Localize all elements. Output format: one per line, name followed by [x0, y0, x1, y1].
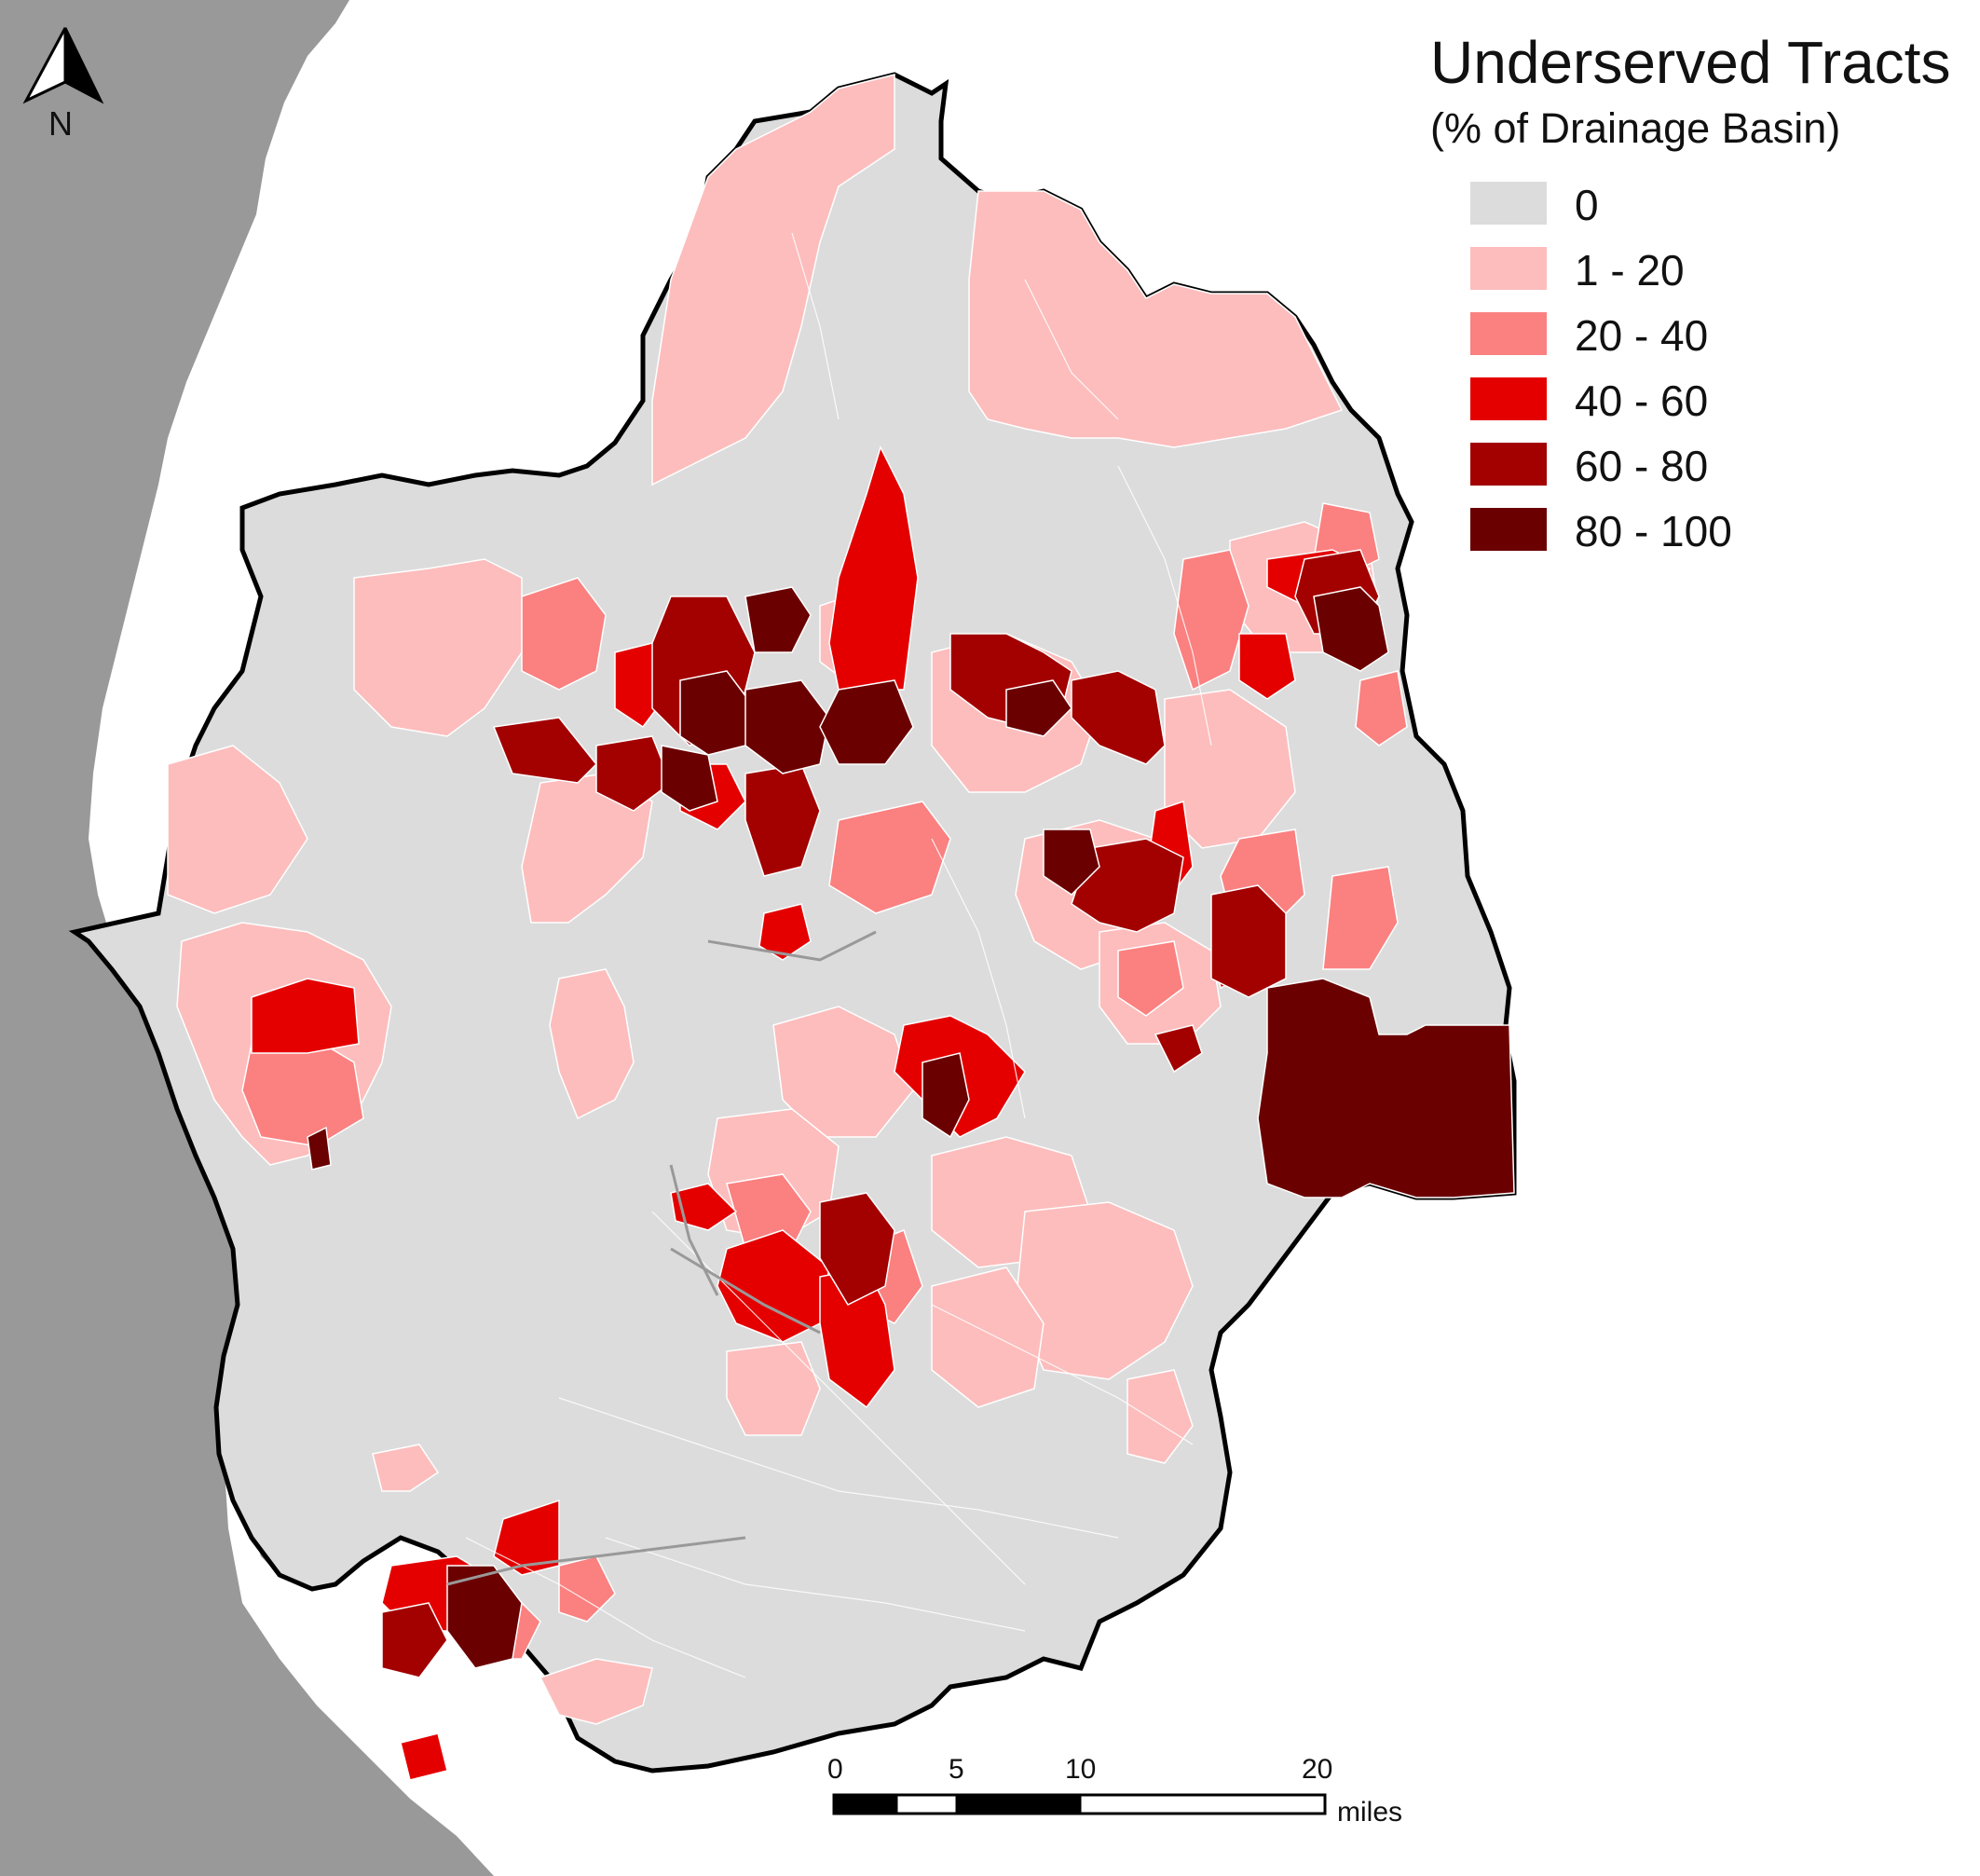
map-subtitle: (% of Drainage Basin): [1430, 104, 1841, 152]
legend-label-1-20: 1 - 20: [1575, 246, 1685, 294]
tracts-80-100: [307, 586, 1515, 1669]
scale-segment-2: [894, 1793, 959, 1815]
legend-label-80-100: 80 - 100: [1575, 507, 1732, 555]
scale-tick-0: 0: [827, 1754, 843, 1785]
legend-label-60-80: 60 - 80: [1575, 442, 1709, 490]
north-arrow: [22, 27, 104, 104]
scale-segment-4: [1078, 1793, 1327, 1815]
legend-swatch-40-60: [1470, 377, 1547, 420]
scale-tick-10: 10: [1065, 1754, 1097, 1785]
scale-unit: miles: [1337, 1797, 1403, 1828]
tract-linework: [465, 232, 1212, 1678]
scale-tick-20: 20: [1302, 1754, 1333, 1785]
legend-swatch-0: [1470, 182, 1547, 225]
scale-bar: [832, 1793, 1327, 1815]
legend-label-20-40: 20 - 40: [1575, 311, 1709, 360]
legend-swatch-60-80: [1470, 443, 1547, 486]
scale-tick-5: 5: [949, 1754, 964, 1785]
gulf-water: [0, 0, 494, 1876]
legend-swatch-20-40: [1470, 312, 1547, 355]
tracts-40-60: [251, 445, 1371, 1781]
legend-label-40-60: 40 - 60: [1575, 377, 1709, 425]
scale-segment-3: [955, 1793, 1082, 1815]
rivers: [446, 930, 877, 1586]
scale-segment-1: [832, 1793, 898, 1815]
legend-swatch-1-20: [1470, 247, 1547, 290]
north-label: N: [48, 104, 73, 143]
legend-swatch-80-100: [1470, 508, 1547, 551]
legend-label-0: 0: [1575, 181, 1599, 229]
map-title: Underserved Tracts: [1430, 29, 1951, 96]
